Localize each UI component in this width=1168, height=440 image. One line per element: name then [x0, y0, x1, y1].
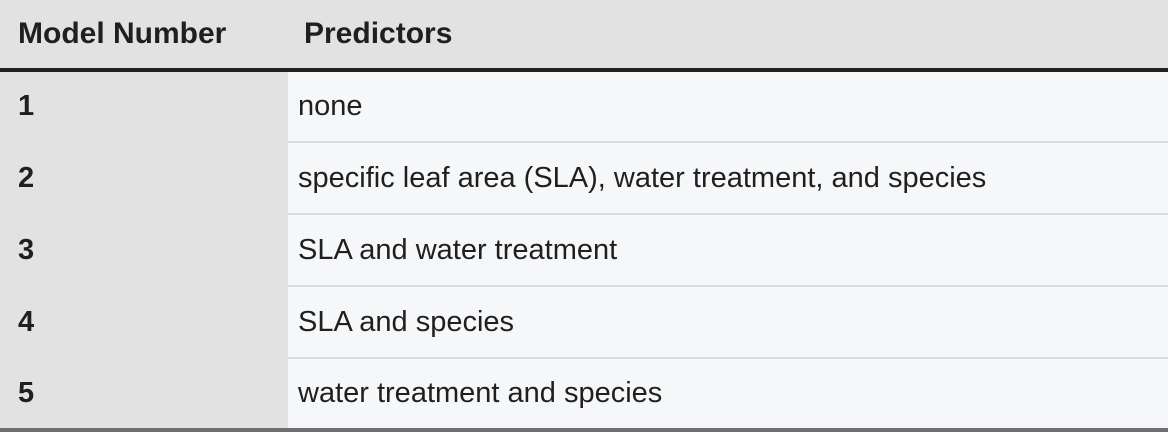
model-number-cell: 4 [0, 286, 288, 359]
column-header-model-number: Model Number [0, 0, 288, 72]
table-row: 2 specific leaf area (SLA), water treatm… [0, 142, 1168, 215]
table-body: 1 none 2 specific leaf area (SLA), water… [0, 70, 1168, 432]
table-header: Model Number Predictors [0, 0, 1168, 72]
model-number-cell: 2 [0, 142, 288, 215]
model-number-cell: 5 [0, 358, 288, 432]
table-row: 5 water treatment and species [0, 358, 1168, 432]
predictors-cell: water treatment and species [288, 358, 1168, 432]
predictors-cell: SLA and species [288, 286, 1168, 359]
table-row: 3 SLA and water treatment [0, 214, 1168, 287]
model-number-cell: 1 [0, 70, 288, 143]
predictors-cell: none [288, 70, 1168, 143]
table-row: 4 SLA and species [0, 286, 1168, 359]
model-number-cell: 3 [0, 214, 288, 287]
table-row: 1 none [0, 70, 1168, 143]
header-row: Model Number Predictors [0, 0, 1168, 72]
column-header-predictors: Predictors [288, 0, 1168, 72]
predictors-cell: specific leaf area (SLA), water treatmen… [288, 142, 1168, 215]
predictors-cell: SLA and water treatment [288, 214, 1168, 287]
